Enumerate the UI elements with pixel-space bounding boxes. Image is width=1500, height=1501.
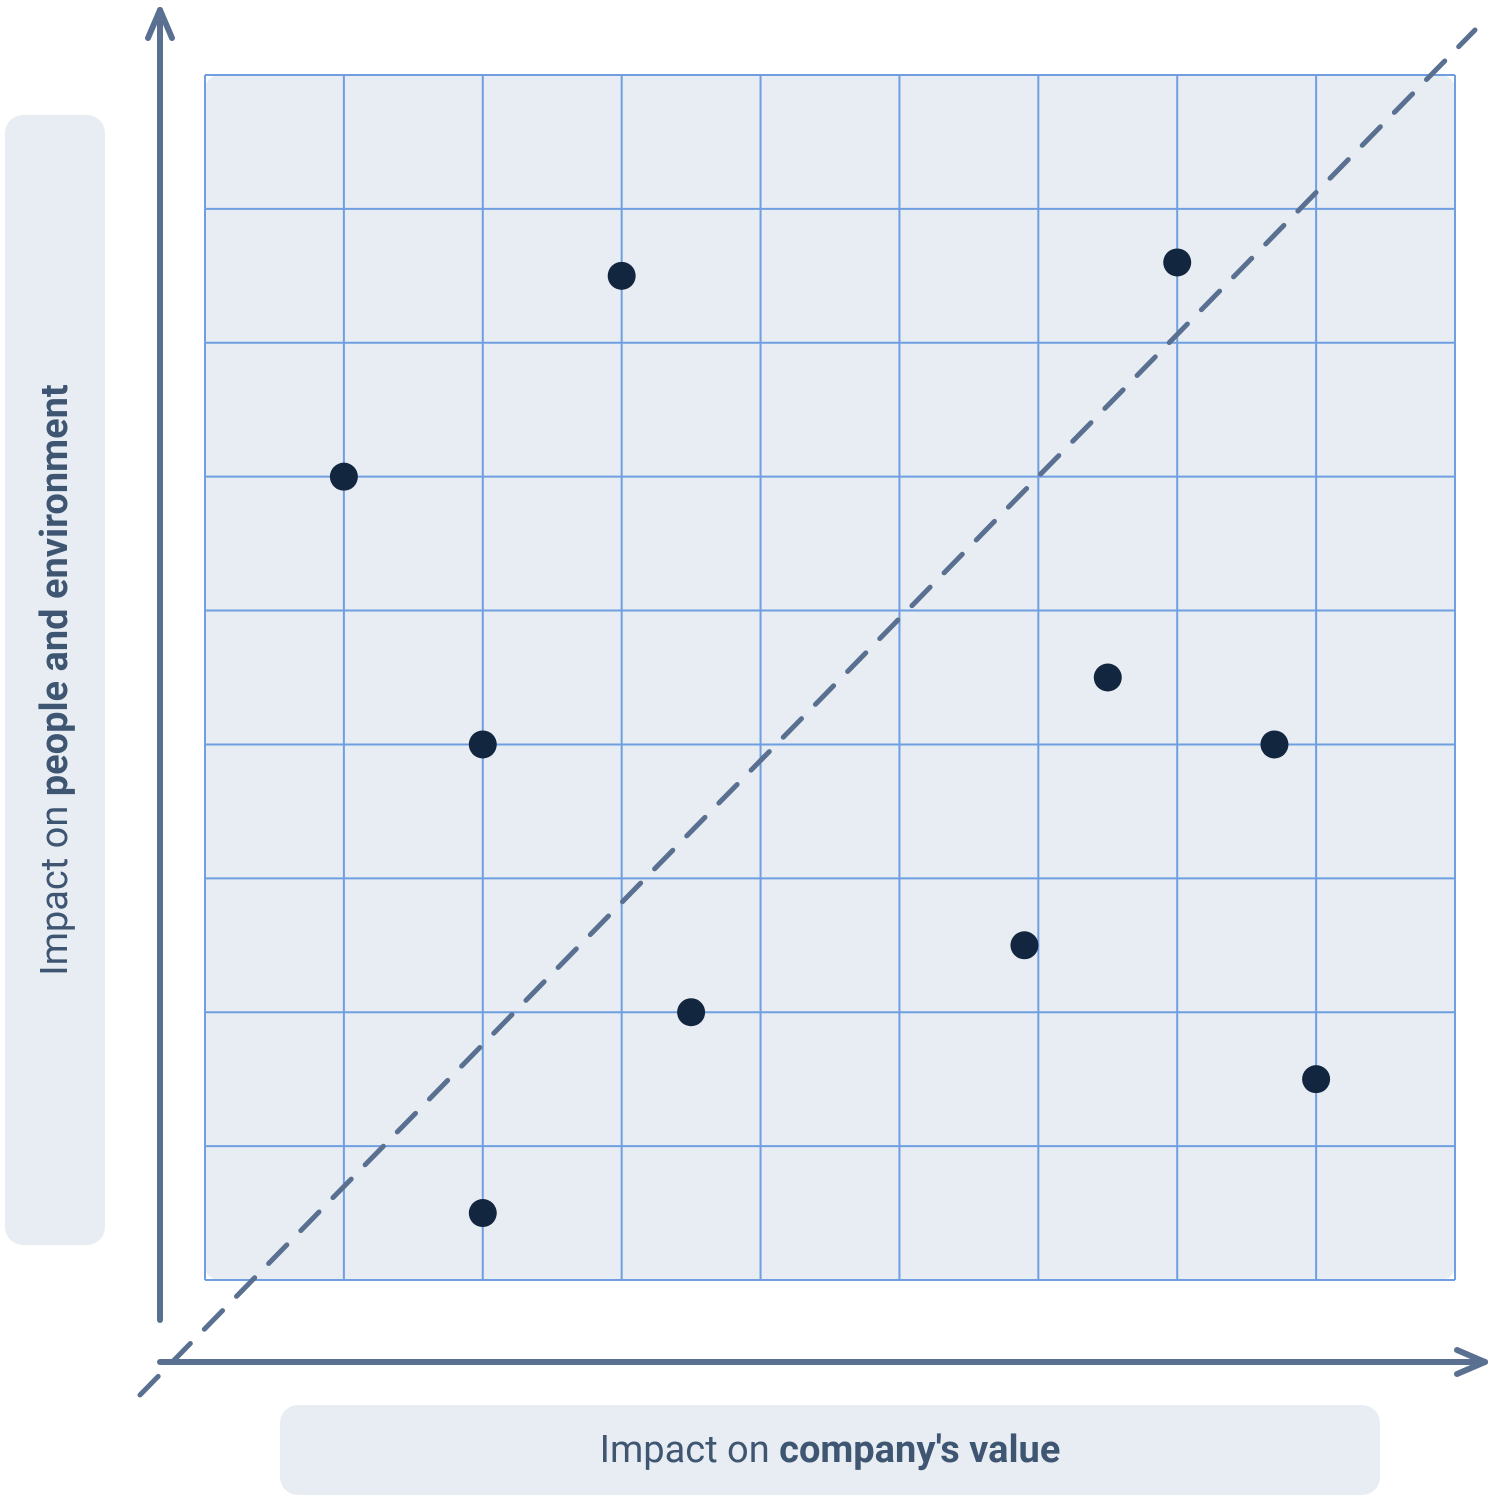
data-point bbox=[677, 998, 705, 1026]
x-axis-label-normal: Impact on bbox=[600, 1428, 780, 1472]
data-point bbox=[1163, 248, 1191, 276]
y-axis-label: Impact on people and environment bbox=[5, 115, 105, 1245]
data-point bbox=[469, 730, 497, 758]
y-axis-label-bold: people and environment bbox=[33, 384, 77, 796]
scatter-chart bbox=[0, 0, 1500, 1501]
data-point bbox=[1094, 664, 1122, 692]
plot-background bbox=[205, 75, 1455, 1280]
x-axis-label-bold: company's value bbox=[779, 1428, 1060, 1472]
x-axis-label: Impact on company's value bbox=[280, 1405, 1380, 1495]
data-point bbox=[1010, 931, 1038, 959]
data-point bbox=[469, 1199, 497, 1227]
data-point bbox=[1302, 1065, 1330, 1093]
data-point bbox=[608, 262, 636, 290]
data-point bbox=[1260, 730, 1288, 758]
y-axis-label-normal: Impact on bbox=[33, 796, 77, 976]
chart-stage: Impact on people and environment Impact … bbox=[0, 0, 1500, 1501]
data-point bbox=[330, 463, 358, 491]
